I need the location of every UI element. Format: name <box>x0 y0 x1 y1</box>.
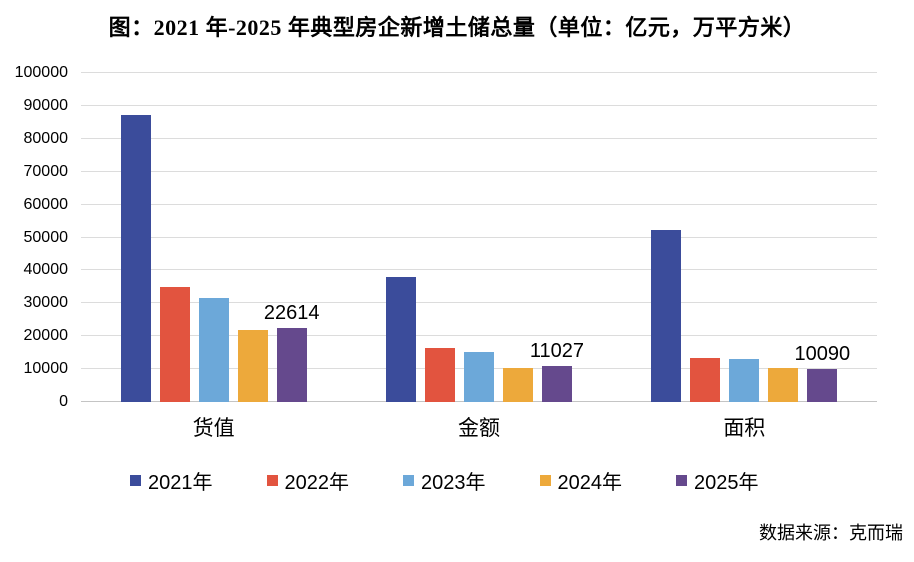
y-tick-label: 70000 <box>23 162 69 180</box>
legend-swatch-icon <box>676 475 687 486</box>
legend-swatch-icon <box>403 475 414 486</box>
bar-value-label: 22614 <box>263 301 320 324</box>
bar-series5-cat2: 11027 <box>530 340 584 402</box>
y-tick-label: 60000 <box>23 195 69 213</box>
legend-item-2: 2022年 <box>266 466 350 495</box>
gridline <box>81 170 877 172</box>
y-tick-label: 50000 <box>23 228 69 246</box>
legend-label: 2023年 <box>421 472 486 494</box>
gridline <box>81 236 877 238</box>
bar-group-3: 10090 <box>612 73 877 402</box>
bar-series1-cat1 <box>120 115 151 402</box>
y-tick-label: 0 <box>59 393 68 410</box>
legend: 2021年 2022年 2023年 2024年 2025年 <box>130 466 759 495</box>
bar-series4-cat2 <box>502 367 533 402</box>
bars-layer: 22614 11027 10090 <box>81 73 877 402</box>
y-tick-label: 20000 <box>23 327 69 345</box>
legend-label: 2024年 <box>557 472 623 494</box>
bar-group-2: 11027 <box>346 73 611 402</box>
y-tick-label: 40000 <box>23 261 69 279</box>
gridline <box>81 72 877 73</box>
y-tick-label: 100000 <box>14 64 68 81</box>
bar-series2-cat3 <box>690 357 721 402</box>
legend-item-3: 2023年 <box>403 466 486 495</box>
bar-group-1: 22614 <box>81 73 346 402</box>
data-source-note: 数据来源：克而瑞 <box>759 523 903 543</box>
legend-label: 2025年 <box>694 472 759 494</box>
legend-item-4: 2024年 <box>539 466 623 495</box>
bar-value-label: 10090 <box>794 342 851 365</box>
grid-layer: 0 10000 20000 30000 40000 50000 60000 70000 8000… <box>15 64 877 410</box>
gridline <box>81 203 877 205</box>
gridline <box>81 104 877 106</box>
legend-swatch-icon <box>130 475 141 486</box>
y-tick-label: 90000 <box>23 96 69 114</box>
gridline <box>81 302 877 304</box>
x-category-label-2: 金额 <box>457 416 500 440</box>
legend-item-1: 2021年 <box>130 466 213 495</box>
legend-label: 2021年 <box>148 472 213 494</box>
bar-series4-cat3 <box>768 367 799 402</box>
chart-title: 图：2021 年-2025 年典型房企新增土储总量（单位：亿元，万平方米） <box>108 15 806 40</box>
x-category-label-3: 面积 <box>723 416 766 440</box>
y-tick-label: 30000 <box>23 294 69 312</box>
bar-series2-cat2 <box>424 348 455 402</box>
bar-series1-cat3 <box>651 229 682 402</box>
bar-series5-cat3: 10090 <box>795 343 850 402</box>
x-category-label-1: 货值 <box>192 416 235 440</box>
bar-series1-cat2 <box>385 277 416 402</box>
bar-series3-cat3 <box>729 358 760 402</box>
bar-value-label: 11027 <box>529 339 585 362</box>
bar-series4-cat1 <box>237 329 268 402</box>
gridline <box>81 269 877 271</box>
legend-item-5: 2025年 <box>676 466 759 495</box>
y-tick-label: 80000 <box>23 129 69 147</box>
bar-series3-cat1 <box>198 298 229 402</box>
legend-swatch-icon <box>539 475 551 486</box>
bar-series5-cat1: 22614 <box>264 302 319 402</box>
x-axis-labels: 货值 金额 面积 <box>81 412 877 442</box>
legend-swatch-icon <box>266 475 278 486</box>
bar-series3-cat2 <box>463 352 494 402</box>
legend-label: 2022年 <box>284 472 350 494</box>
gridline <box>81 335 877 337</box>
gridline <box>81 137 877 139</box>
plot-area: 0 10000 20000 30000 40000 50000 60000 70000 8000… <box>15 64 877 410</box>
bar-series2-cat1 <box>159 287 190 402</box>
y-tick-label: 10000 <box>23 360 69 378</box>
